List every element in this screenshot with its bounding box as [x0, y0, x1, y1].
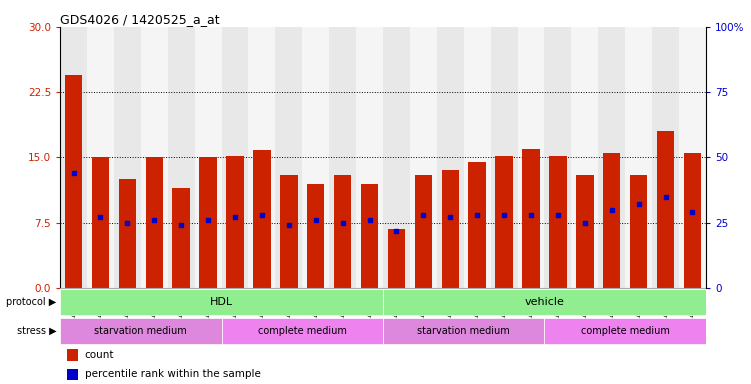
Bar: [199, 157, 217, 288]
Bar: [253, 151, 270, 288]
Bar: [280, 175, 297, 288]
Bar: [303, 27, 329, 288]
Bar: [173, 188, 190, 288]
Bar: [657, 131, 674, 288]
Text: complete medium: complete medium: [258, 326, 347, 336]
Bar: [222, 318, 383, 344]
Bar: [410, 27, 437, 288]
Bar: [652, 27, 679, 288]
Text: protocol ▶: protocol ▶: [6, 297, 56, 308]
Bar: [383, 318, 544, 344]
Bar: [630, 175, 647, 288]
Bar: [334, 175, 351, 288]
Bar: [60, 27, 87, 288]
Bar: [603, 153, 620, 288]
Bar: [437, 27, 464, 288]
Bar: [329, 27, 356, 288]
Bar: [249, 27, 276, 288]
Text: HDL: HDL: [210, 297, 233, 308]
Bar: [576, 175, 593, 288]
Bar: [65, 75, 83, 288]
Bar: [442, 170, 459, 288]
Bar: [92, 157, 109, 288]
Bar: [679, 27, 706, 288]
Bar: [167, 27, 195, 288]
Text: count: count: [85, 350, 114, 360]
Bar: [383, 290, 706, 315]
Bar: [599, 27, 625, 288]
Text: stress ▶: stress ▶: [17, 326, 56, 336]
Bar: [60, 318, 222, 344]
Text: percentile rank within the sample: percentile rank within the sample: [85, 369, 261, 379]
Bar: [549, 156, 567, 288]
Bar: [683, 153, 701, 288]
Bar: [360, 184, 379, 288]
Bar: [625, 27, 652, 288]
Bar: [464, 27, 490, 288]
Bar: [119, 179, 136, 288]
Bar: [572, 27, 599, 288]
Bar: [67, 369, 78, 380]
Bar: [146, 157, 163, 288]
Bar: [276, 27, 303, 288]
Bar: [383, 27, 410, 288]
Text: starvation medium: starvation medium: [95, 326, 187, 336]
Bar: [226, 156, 244, 288]
Text: complete medium: complete medium: [581, 326, 670, 336]
Bar: [522, 149, 540, 288]
Bar: [469, 162, 486, 288]
Bar: [544, 318, 706, 344]
Bar: [356, 27, 383, 288]
Text: GDS4026 / 1420525_a_at: GDS4026 / 1420525_a_at: [60, 13, 220, 26]
Bar: [141, 27, 167, 288]
Bar: [388, 229, 406, 288]
Bar: [544, 27, 572, 288]
Bar: [60, 290, 383, 315]
Bar: [67, 349, 78, 361]
Text: vehicle: vehicle: [524, 297, 565, 308]
Bar: [195, 27, 222, 288]
Bar: [114, 27, 141, 288]
Bar: [517, 27, 544, 288]
Bar: [87, 27, 114, 288]
Bar: [307, 184, 324, 288]
Bar: [496, 156, 513, 288]
Bar: [415, 175, 432, 288]
Text: starvation medium: starvation medium: [418, 326, 510, 336]
Bar: [490, 27, 517, 288]
Bar: [222, 27, 249, 288]
